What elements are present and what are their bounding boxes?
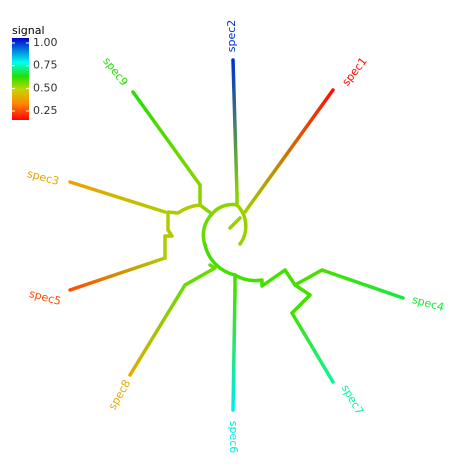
legend-ticks: 1.00 0.75 0.50 0.25 xyxy=(12,36,58,117)
tip-label: spec7 xyxy=(339,382,367,417)
tip-branch xyxy=(231,288,237,412)
tip-label: spec4 xyxy=(411,293,446,314)
tip-branch xyxy=(128,283,187,377)
color-bar xyxy=(12,38,29,120)
tip-branch xyxy=(290,311,335,384)
tip-label: spec3 xyxy=(26,167,61,188)
tip-label: spec5 xyxy=(28,287,63,308)
tip-branch xyxy=(320,268,405,300)
internal-branches xyxy=(163,183,324,315)
tip-label: spec8 xyxy=(106,377,134,412)
tip-branch xyxy=(243,88,335,214)
tip-label: spec9 xyxy=(100,55,130,89)
tip-branch xyxy=(68,256,167,292)
legend-title: signal xyxy=(12,24,45,37)
tip-label: spec6 xyxy=(227,421,240,454)
tip-label: spec1 xyxy=(339,55,369,89)
legend-tick-label: 0.25 xyxy=(33,104,58,117)
legend-tick-label: 0.50 xyxy=(33,81,58,94)
tip-branch xyxy=(231,58,239,197)
tip-label: spec2 xyxy=(225,20,238,53)
legend-tick-label: 0.75 xyxy=(33,59,58,72)
legend-tick-label: 1.00 xyxy=(33,36,58,49)
tip-branch xyxy=(131,90,202,187)
legend: signal 1.00 0.75 0.50 0.25 xyxy=(12,24,58,120)
tip-branch xyxy=(68,180,167,214)
tips: spec2 spec1 spec4 spec7 spec6 spec8 spec5 spec3… xyxy=(26,20,446,454)
